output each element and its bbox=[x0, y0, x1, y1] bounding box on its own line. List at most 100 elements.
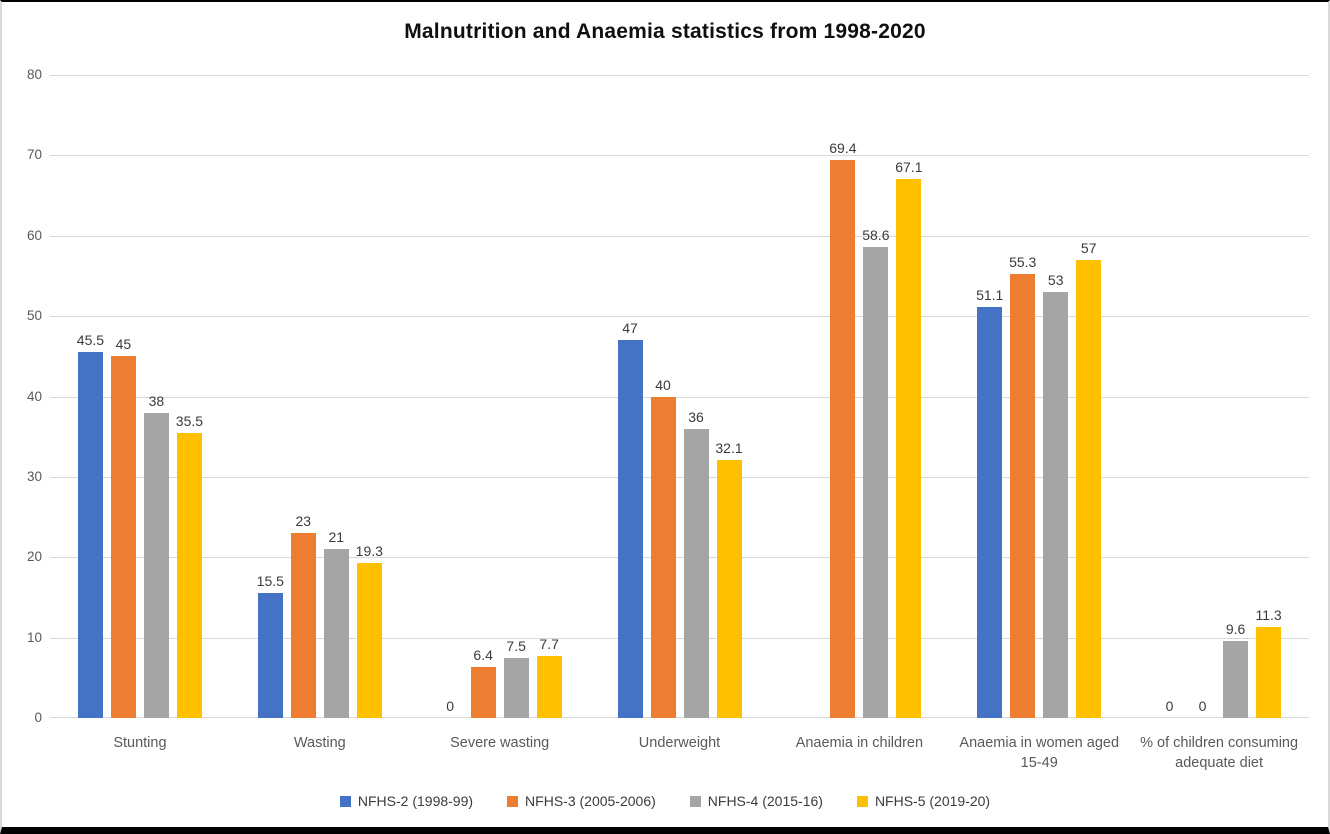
bar-slot: 23 bbox=[290, 75, 316, 718]
category-label: Underweight bbox=[638, 735, 721, 751]
y-tick-label: 20 bbox=[26, 549, 42, 565]
bar-slot: 7.5 bbox=[503, 75, 529, 718]
bar-slot: 19.3 bbox=[355, 75, 383, 718]
value-label: 32.1 bbox=[715, 440, 743, 456]
bar-slot: 67.1 bbox=[895, 75, 923, 718]
value-label: 47 bbox=[622, 320, 638, 337]
value-label: 45 bbox=[115, 336, 132, 353]
bar bbox=[143, 412, 169, 718]
value-label: 67.1 bbox=[895, 158, 923, 175]
y-tick-label: 40 bbox=[26, 388, 42, 404]
bar-slot: 6.4 bbox=[470, 75, 496, 718]
value-label: 58.6 bbox=[862, 227, 890, 244]
legend-item: NFHS-3 (2005-2006) bbox=[507, 793, 656, 809]
value-label: 7.7 bbox=[539, 636, 559, 653]
bar-slot: 0 bbox=[1190, 75, 1215, 718]
category-label: Anaemia in children bbox=[795, 735, 924, 751]
y-tick-label: 10 bbox=[26, 629, 42, 645]
value-label: 53 bbox=[1047, 272, 1064, 289]
bar bbox=[650, 396, 676, 718]
legend-item: NFHS-2 (1998-99) bbox=[339, 793, 474, 809]
value-label: 35.5 bbox=[175, 412, 204, 429]
bar-group: 0 0 9.6 11.3 bbox=[1129, 75, 1309, 718]
category-axis: Stunting Wasting Severe wasting Underweight… bbox=[50, 733, 1309, 774]
gridline bbox=[50, 155, 1309, 157]
bar bbox=[257, 593, 283, 718]
value-label: 38 bbox=[148, 392, 165, 409]
bar-slot: 0 bbox=[438, 75, 463, 718]
value-label: 6.4 bbox=[473, 646, 493, 663]
gridline bbox=[50, 235, 1309, 237]
bar-slot: 35.5 bbox=[175, 75, 204, 718]
value-label: 55.3 bbox=[1009, 253, 1037, 270]
value-label: 40 bbox=[655, 376, 671, 393]
value-label: 15.5 bbox=[256, 573, 284, 590]
bar bbox=[110, 356, 136, 718]
bar-group: 45.5 45 38 35.5 bbox=[50, 75, 230, 718]
gridline bbox=[50, 75, 1309, 76]
legend-swatch bbox=[339, 795, 351, 807]
bar-slot: 11.3 bbox=[1255, 75, 1282, 718]
bar bbox=[716, 460, 742, 718]
bar bbox=[1010, 273, 1036, 718]
bar bbox=[356, 562, 382, 718]
bar-slot: 7.7 bbox=[536, 75, 562, 718]
legend: NFHS-2 (1998-99) NFHS-3 (2005-2006) NFHS-4… bbox=[2, 793, 1328, 809]
bar-group: 51.1 55.3 53 57 bbox=[949, 75, 1129, 718]
bar-slot: 45.5 bbox=[76, 75, 105, 718]
bar bbox=[323, 549, 349, 718]
bar bbox=[1256, 627, 1282, 718]
bar-slot: 9.6 bbox=[1223, 75, 1249, 718]
bar bbox=[896, 178, 922, 718]
bar-slot: 47 bbox=[617, 75, 643, 718]
bar-group: 15.5 23 21 19.3 bbox=[230, 75, 410, 718]
legend-swatch bbox=[507, 795, 519, 807]
gridline bbox=[50, 637, 1309, 639]
legend-swatch bbox=[689, 795, 701, 807]
y-tick-label: 50 bbox=[26, 308, 42, 324]
chart-title: Malnutrition and Anaemia statistics from… bbox=[404, 20, 926, 43]
y-tick-label: 0 bbox=[34, 710, 42, 725]
bar bbox=[830, 160, 856, 718]
y-axis: 0 10 20 30 40 50 60 70 80 bbox=[2, 67, 42, 725]
category-label: % of children consuming adequate diet bbox=[1140, 735, 1299, 772]
bar bbox=[470, 666, 496, 718]
value-label: 9.6 bbox=[1225, 620, 1246, 637]
category-label: Severe wasting bbox=[450, 735, 550, 751]
bar-slot: 45 bbox=[110, 75, 136, 718]
value-label: 51.1 bbox=[976, 287, 1004, 304]
gridline bbox=[50, 476, 1309, 478]
bar-slot: 69.4 bbox=[829, 75, 857, 718]
legend-label: NFHS-3 (2005-2006) bbox=[525, 793, 656, 809]
bar-slot bbox=[797, 75, 822, 718]
gridline bbox=[50, 717, 1309, 718]
legend-label: NFHS-4 (2015-16) bbox=[707, 793, 823, 809]
legend-item: NFHS-5 (2019-20) bbox=[856, 793, 991, 809]
legend-label: NFHS-2 (1998-99) bbox=[357, 793, 474, 809]
value-label: 0 bbox=[1198, 698, 1207, 714]
y-tick-label: 70 bbox=[26, 147, 42, 163]
bar-slot: 38 bbox=[143, 75, 169, 718]
bar-group: 69.4 58.6 67.1 bbox=[769, 75, 949, 718]
plot-area: 45.5 45 38 35.5 15.5 23 21 19.3 0 6.4 7.5 7.7 47 40 36… bbox=[50, 75, 1309, 718]
gridline bbox=[50, 557, 1309, 559]
legend-swatch bbox=[856, 795, 868, 807]
value-label: 36 bbox=[688, 408, 704, 425]
gridline bbox=[50, 316, 1309, 318]
bar-slot: 36 bbox=[683, 75, 709, 718]
bar-slot: 53 bbox=[1043, 75, 1069, 718]
bar-slot: 40 bbox=[650, 75, 676, 718]
bar bbox=[1223, 640, 1249, 718]
bar bbox=[1076, 259, 1102, 718]
value-label: 45.5 bbox=[76, 332, 105, 349]
bar bbox=[290, 533, 316, 718]
legend-label: NFHS-5 (2019-20) bbox=[874, 793, 991, 809]
bar-slot: 51.1 bbox=[976, 75, 1004, 718]
gridline bbox=[50, 396, 1309, 398]
bar bbox=[503, 657, 529, 718]
value-label: 23 bbox=[295, 513, 312, 530]
value-label: 69.4 bbox=[829, 140, 857, 157]
value-label: 19.3 bbox=[355, 542, 383, 559]
legend-item: NFHS-4 (2015-16) bbox=[689, 793, 823, 809]
